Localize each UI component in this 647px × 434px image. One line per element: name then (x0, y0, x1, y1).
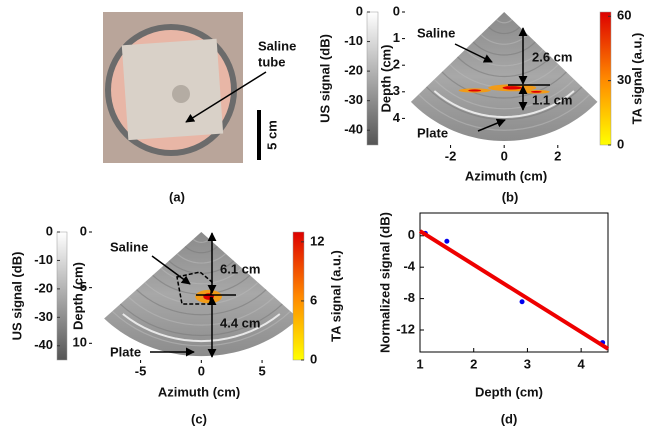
photo-phantom (121, 38, 224, 141)
data-point (444, 238, 450, 244)
scale-bar (257, 110, 261, 160)
colorbar-label: TA signal (a.u.) (328, 250, 343, 342)
speckle-band (160, 267, 243, 285)
annotation: 1.1 cm (532, 92, 572, 107)
colorbar (292, 231, 305, 361)
x-tick-label: -5 (135, 363, 147, 378)
x-tick-label: 2 (470, 356, 477, 371)
colorbar-label: US signal (dB) (317, 34, 332, 123)
y-tick-label: 4 (393, 110, 401, 125)
y-tick-label: -12 (396, 321, 415, 336)
colorbar (599, 11, 612, 146)
annotation: Saline (110, 239, 148, 254)
x-tick-label: -2 (445, 148, 457, 163)
panel-label: (b) (502, 189, 519, 204)
colorbar-tick-label: 0 (356, 3, 363, 18)
y-tick-label: 2 (393, 57, 400, 72)
colorbar-tick-label: -40 (34, 337, 53, 352)
y-tick-label: 0 (80, 223, 87, 238)
y-axis-label: Normalized signal (dB) (377, 212, 392, 353)
speckle-band (111, 310, 291, 347)
annotation: Saline (258, 38, 296, 53)
speckle-band (433, 78, 575, 110)
y-tick-label: -8 (403, 290, 415, 305)
colorbar-tick-label: -20 (34, 280, 53, 295)
annotation: Saline (417, 25, 455, 40)
arrow (454, 43, 493, 63)
colorbar-tick-label: 0 (46, 223, 53, 238)
annotation: 4.4 cm (220, 315, 260, 330)
ta-signal-core (468, 89, 482, 92)
colorbar-tick-label: 0 (617, 136, 624, 151)
y-tick-label: 0 (408, 227, 415, 242)
photo-tube (172, 85, 190, 103)
speckle-band (495, 19, 513, 24)
scale-label: 5 cm (264, 120, 279, 150)
arrow (151, 255, 191, 285)
colorbar-tick-label: 6 (310, 292, 317, 307)
x-tick-label: 0 (501, 148, 508, 163)
speckle-band (136, 289, 267, 316)
y-tick-label: 1 (393, 30, 400, 45)
x-tick-label: 4 (578, 356, 586, 371)
y-tick-label: 3 (393, 83, 400, 98)
speckle-band (488, 26, 521, 35)
annotation: 2.6 cm (532, 49, 572, 64)
fit-line (418, 229, 610, 351)
y-tick-label: 5 (80, 279, 87, 294)
colorbar-tick-label: 30 (617, 72, 631, 87)
y-tick-label: 0 (393, 3, 400, 18)
x-tick-label: 0 (198, 363, 205, 378)
speckle-band (176, 253, 227, 264)
colorbar-tick-label: -40 (344, 122, 363, 137)
y-tick-label: -4 (403, 259, 415, 274)
colorbar-tick-label: -10 (344, 33, 363, 48)
y-tick-label: 10 (73, 335, 87, 350)
colorbar-label: TA signal (a.u.) (629, 33, 644, 125)
arrow (185, 71, 267, 123)
panel-label: (d) (501, 411, 518, 426)
colorbar (366, 11, 379, 146)
colorbar-tick-label: -30 (34, 309, 53, 324)
plate-echo (122, 313, 281, 343)
speckle-band (119, 303, 283, 337)
speckle-band (464, 49, 544, 67)
colorbar-tick-label: -20 (344, 63, 363, 78)
x-tick-label: 5 (258, 363, 265, 378)
colorbar-tick-label: 12 (310, 233, 324, 248)
colorbar-tick-label: -10 (34, 252, 53, 267)
colorbar-tick-label: 0 (310, 351, 317, 366)
annotation: 6.1 cm (220, 261, 260, 276)
speckle-band (418, 93, 591, 131)
speckle-band (457, 56, 552, 78)
speckle-band (441, 71, 567, 99)
x-tick-label: 1 (416, 356, 423, 371)
annotation: tube (258, 54, 285, 69)
panel-label: (a) (169, 189, 185, 204)
x-axis-label: Depth (cm) (475, 384, 543, 399)
y-axis-label: Depth (cm) (378, 45, 393, 113)
annotation: Plate (417, 125, 448, 140)
ta-signal-core (502, 86, 522, 90)
y-axis-label: Depth (cm) (70, 262, 85, 330)
colorbar-tick-label: -30 (344, 92, 363, 107)
speckle-band (128, 296, 275, 326)
colorbar-tick-label: 60 (617, 8, 631, 23)
x-axis-label: Azimuth (cm) (158, 384, 240, 399)
ta-signal-core (530, 90, 542, 93)
speckle-band (192, 238, 210, 243)
colorbar (56, 231, 68, 361)
x-tick-label: 2 (554, 148, 561, 163)
x-tick-label: 3 (524, 356, 531, 371)
plate-echo (433, 90, 575, 119)
panel-label: (c) (191, 411, 207, 426)
data-point (519, 299, 525, 305)
annotation: Plate (110, 344, 141, 359)
arrow (477, 118, 506, 132)
x-axis-label: Azimuth (cm) (465, 168, 547, 183)
colorbar-label: US signal (dB) (9, 252, 24, 341)
